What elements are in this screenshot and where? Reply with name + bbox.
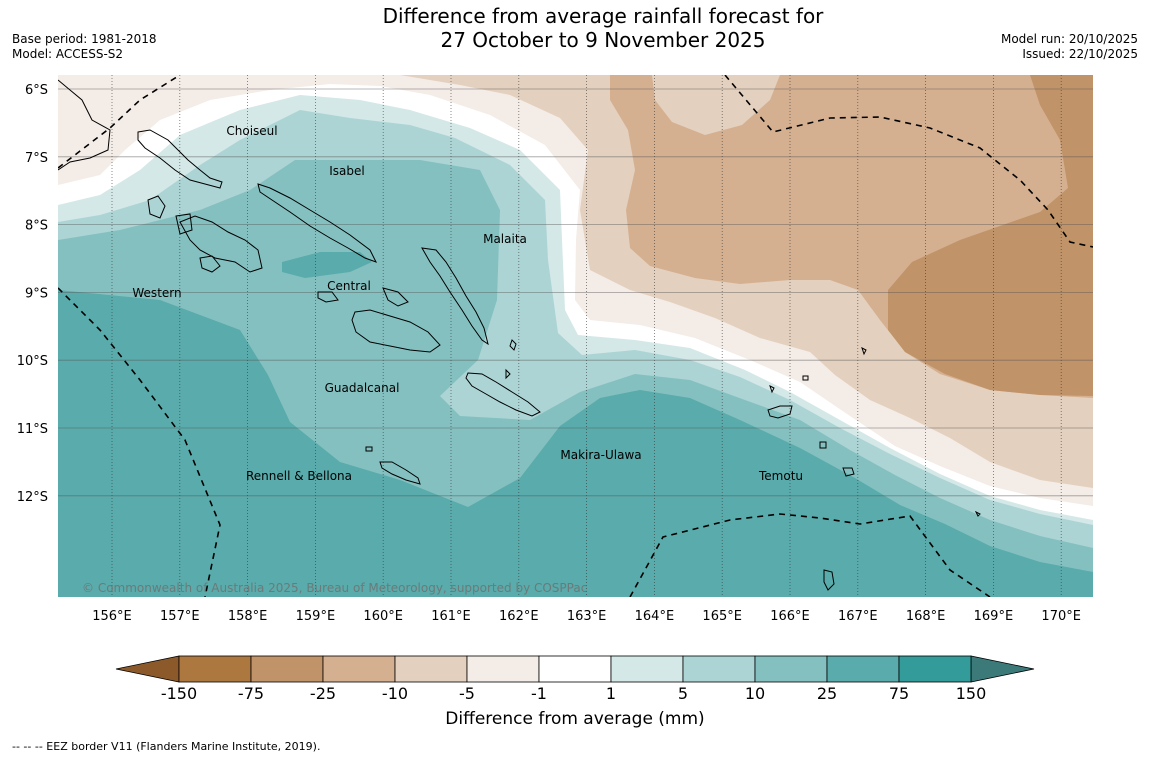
latitude-tick-label: 7°S	[25, 151, 48, 166]
meta-right: Model run: 20/10/2025 Issued: 22/10/2025	[1001, 32, 1138, 62]
colorbar-swatch	[898, 655, 972, 683]
bellona-island	[365, 446, 373, 452]
colorbar-swatch	[826, 655, 900, 683]
longitude-tick-label: 165°E	[702, 609, 742, 624]
region-label: Choiseul	[226, 124, 277, 138]
colorbar-tick-label: -1	[531, 684, 547, 703]
colorbar-tick-label: 10	[745, 684, 765, 703]
colorbar-tick-labels: -150 -75 -25 -10 -5 -1 1 5 10 25 75 150	[161, 684, 986, 703]
longitude-tick-label: 161°E	[431, 609, 471, 624]
eez-footnote: -- -- -- EEZ border V11 (Flanders Marine…	[12, 740, 321, 753]
colorbar-under-arrow	[115, 655, 180, 683]
longitude-tick-label: 170°E	[1041, 609, 1081, 624]
eez-border-aus	[58, 287, 221, 597]
latitude-tick-label: 12°S	[17, 490, 48, 505]
latitude-tick-label: 6°S	[25, 83, 48, 98]
vanuatu-islets	[823, 569, 835, 591]
region-label: Guadalcanal	[325, 381, 400, 395]
colorbar-swatch	[754, 655, 828, 683]
colorbar-label: Difference from average (mm)	[445, 709, 705, 729]
colorbar-tick-label: 75	[889, 684, 909, 703]
eez-border-nauru-tuvalu	[724, 75, 1093, 248]
longitude-tick-label: 156°E	[92, 609, 132, 624]
colorbar-tick-label: -5	[459, 684, 475, 703]
latitude-labels: 6°S 7°S 8°S 9°S 10°S 11°S 12°S	[17, 83, 48, 505]
colorbar-tick-label: 1	[606, 684, 616, 703]
eez-border-vanuatu	[629, 513, 991, 597]
band-minus75-minus25	[888, 75, 1093, 396]
longitude-tick-label: 157°E	[160, 609, 200, 624]
light-patch-top	[652, 75, 780, 135]
longitude-tick-label: 158°E	[228, 609, 268, 624]
bougainville-coast	[58, 79, 111, 171]
choiseul-island	[137, 129, 223, 189]
colorbar-tick-label: 25	[817, 684, 837, 703]
latitude-tick-label: 8°S	[25, 219, 48, 234]
colorbar-swatch	[466, 655, 540, 683]
model-run: Model run: 20/10/2025	[1000, 32, 1138, 46]
chart-title: Difference from average rainfall forecas…	[0, 4, 1150, 52]
region-label: Isabel	[329, 164, 364, 178]
isabel-island	[257, 183, 378, 263]
longitude-tick-label: 168°E	[906, 609, 946, 624]
region-label: Central	[327, 279, 371, 293]
local-max-patch	[282, 252, 372, 278]
latitude-tick-label: 11°S	[17, 422, 48, 437]
region-label: Makira-Ulawa	[560, 448, 641, 462]
longitude-tick-label: 163°E	[567, 609, 607, 624]
region-labels: Choiseul Isabel Malaita Western Central Guada…	[132, 124, 803, 483]
longitude-tick-label: 169°E	[974, 609, 1014, 624]
longitude-tick-label: 166°E	[770, 609, 810, 624]
colorbar-tick-label: -10	[382, 684, 408, 703]
colorbar-tick-label: 5	[678, 684, 688, 703]
region-label: Western	[132, 286, 181, 300]
forecast-map: Choiseul Isabel Malaita Western Central Guada…	[17, 75, 1093, 624]
colorbar-swatch	[178, 655, 252, 683]
central-islands	[317, 287, 409, 307]
rennell-island	[379, 461, 421, 485]
colorbar-tick-label: -25	[310, 684, 336, 703]
new-georgia-island	[179, 215, 263, 273]
colorbar-tick-label: -75	[238, 684, 264, 703]
region-label: Rennell & Bellona	[246, 469, 352, 483]
eez-borders	[58, 75, 1093, 597]
guadalcanal-island	[351, 309, 441, 353]
title-line-1: Difference from average rainfall forecas…	[382, 4, 824, 28]
colorbar-swatch	[682, 655, 756, 683]
graticule	[58, 75, 1093, 597]
longitude-labels: 156°E 157°E 158°E 159°E 160°E 161°E 162°E 163°E…	[92, 609, 1081, 624]
malaita-island	[421, 247, 489, 346]
coastlines	[58, 79, 981, 591]
longitude-tick-label: 162°E	[499, 609, 539, 624]
model-name: Model: ACCESS-S2	[12, 47, 124, 61]
latitude-tick-label: 9°S	[25, 286, 48, 301]
temotu-islets	[769, 347, 981, 517]
meta-left: Base period: 1981-2018 Model: ACCESS-S2	[12, 32, 157, 62]
colorbar-swatches	[115, 655, 1035, 683]
issued-date: Issued: 22/10/2025	[1022, 47, 1138, 61]
region-label: Malaita	[483, 232, 527, 246]
makira-island	[465, 372, 541, 417]
longitude-tick-label: 164°E	[635, 609, 675, 624]
colorbar-swatch	[250, 655, 324, 683]
colorbar-swatch	[610, 655, 684, 683]
colorbar-swatch	[322, 655, 396, 683]
title-line-2: 27 October to 9 November 2025	[440, 28, 766, 52]
copyright-text: © Commonwealth of Australia 2025, Bureau…	[82, 581, 587, 595]
region-label: Temotu	[758, 469, 803, 483]
ulawa-islets	[505, 339, 517, 380]
western-islets	[147, 195, 221, 273]
colorbar-tick-label: 150	[956, 684, 987, 703]
santa-cruz-island	[767, 405, 793, 419]
rainfall-difference-field	[58, 75, 1093, 597]
latitude-tick-label: 10°S	[17, 354, 48, 369]
longitude-tick-label: 167°E	[838, 609, 878, 624]
colorbar-swatch	[538, 655, 612, 683]
colorbar-over-arrow	[970, 655, 1035, 683]
colorbar-swatch	[394, 655, 468, 683]
longitude-tick-label: 160°E	[363, 609, 403, 624]
base-period: Base period: 1981-2018	[12, 32, 157, 46]
longitude-tick-label: 159°E	[296, 609, 336, 624]
colorbar-tick-label: -150	[161, 684, 197, 703]
